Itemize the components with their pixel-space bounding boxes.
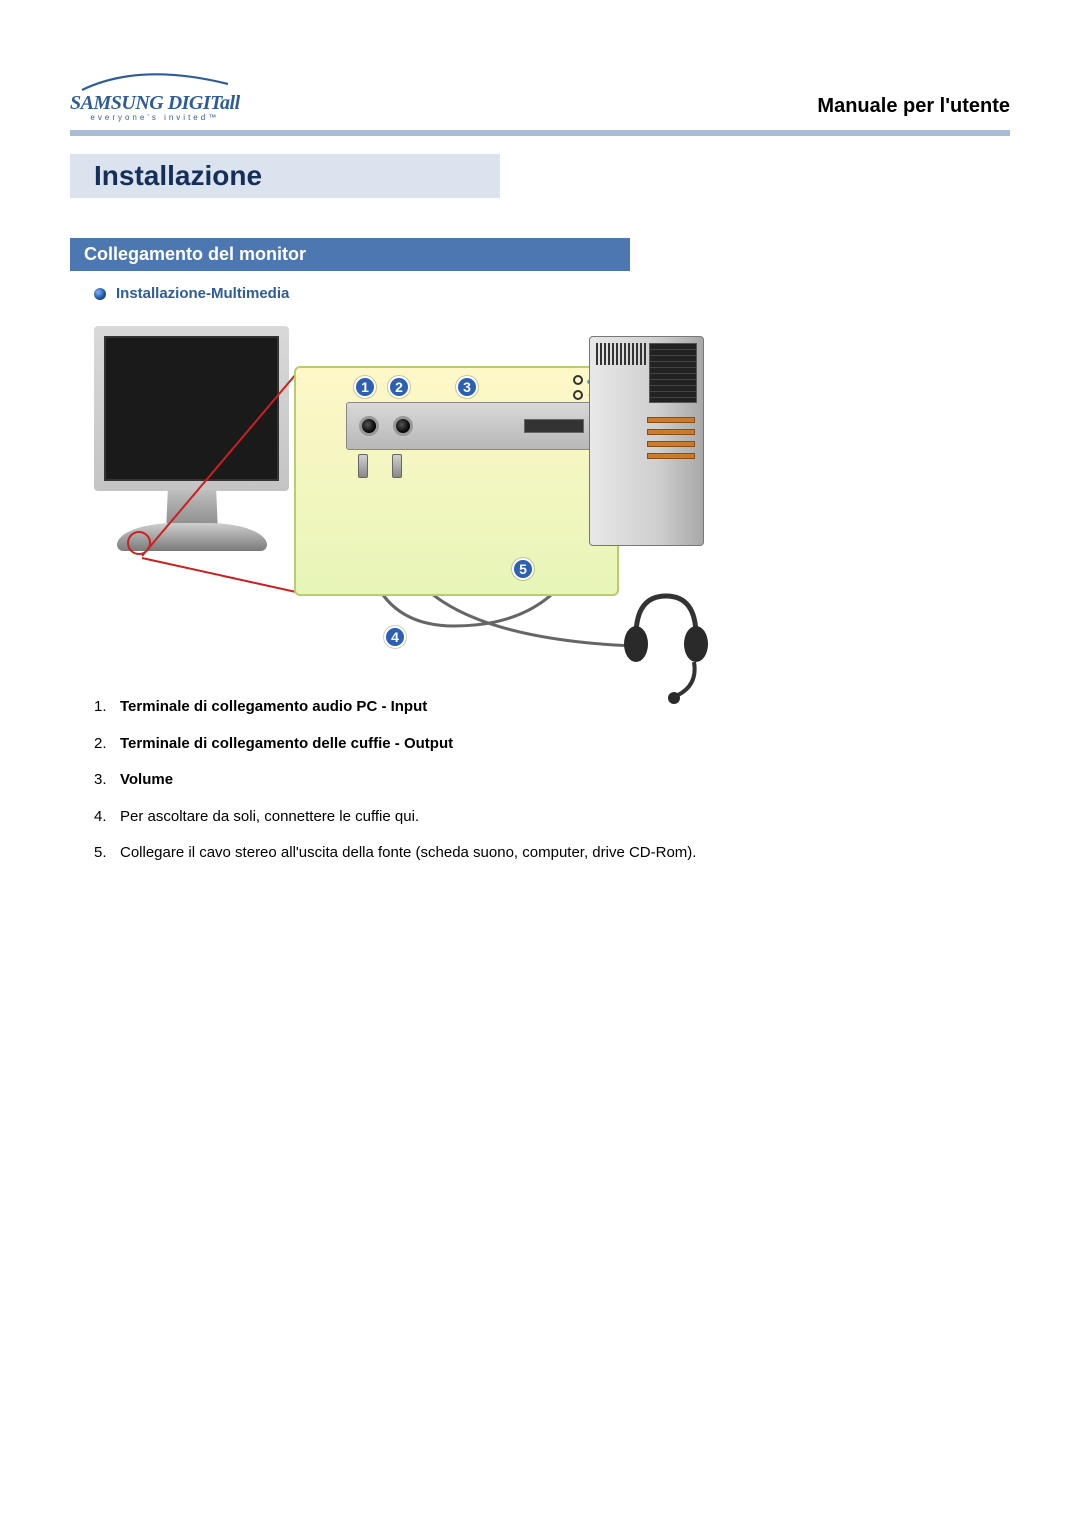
base-highlight-circle [127,531,151,555]
marker-1: 1 [354,376,376,398]
monitor-icon [94,326,289,551]
pc-slot [647,429,695,435]
monitor-screen [94,326,289,491]
list-item: 1. Terminale di collegamento audio PC - … [94,696,1010,719]
port-strip [346,402,597,450]
pc-slot [647,441,695,447]
bullet-line: Installazione-Multimedia [94,285,1010,302]
marker-5: 5 [512,558,534,580]
list-num: 1. [94,696,112,719]
pc-tower-icon [589,336,704,546]
section-title-left: Installazione [70,154,500,198]
header-row: SAMSUNG DIGITall everyone's invited™ Man… [70,70,1010,122]
pc-slots [647,417,695,459]
headphones-icon [616,586,716,706]
plug-2 [392,454,402,478]
monitor-display [104,336,279,481]
list-text: Terminale di collegamento audio PC - Inp… [120,696,427,719]
marker-3: 3 [456,376,478,398]
list-item: 2. Terminale di collegamento delle cuffi… [94,733,1010,756]
monitor-base [117,523,267,551]
list-text: Collegare il cavo stereo all'uscita dell… [120,842,696,865]
plug-1 [358,454,368,478]
list-text: Per ascoltare da soli, connettere le cuf… [120,806,419,829]
connection-diagram: 🔊 ⇣ 🎤 1 2 3 5 4 [94,326,704,666]
bullet-icon [94,288,106,300]
list-num: 5. [94,842,112,865]
pc-vents [596,343,648,365]
list-num: 2. [94,733,112,756]
list-text: Terminale di collegamento delle cuffie -… [120,733,453,756]
audio-in-jack [359,416,379,436]
volume-control [524,419,584,433]
section-title-bar: Installazione [70,154,1010,198]
subsection-title: Collegamento del monitor [70,238,630,271]
bullet-text: Installazione-Multimedia [116,285,289,302]
pc-slot [647,453,695,459]
section-title: Installazione [94,160,262,192]
marker-2: 2 [388,376,410,398]
pc-slot [647,417,695,423]
logo-text: SAMSUNG DIGITall [70,92,240,115]
list-num: 3. [94,769,112,792]
marker-4: 4 [384,626,406,648]
manual-title: Manuale per l'utente [817,95,1010,118]
headphone-jack [393,416,413,436]
list-item: 3. Volume [94,769,1010,792]
brand-logo: SAMSUNG DIGITall everyone's invited™ [70,70,240,122]
pc-bays [649,343,697,403]
list-text: Volume [120,769,173,792]
list-item: 4. Per ascoltare da soli, connettere le … [94,806,1010,829]
page: SAMSUNG DIGITall everyone's invited™ Man… [0,0,1080,865]
diagram-wrap: 🔊 ⇣ 🎤 1 2 3 5 4 [94,326,1010,666]
list-num: 4. [94,806,112,829]
header-divider [70,130,1010,136]
instruction-list: 1. Terminale di collegamento audio PC - … [94,696,1010,865]
list-item: 5. Collegare il cavo stereo all'uscita d… [94,842,1010,865]
section-title-right [500,154,1010,198]
logo-swoosh-icon [80,70,230,92]
callout-panel: 🔊 ⇣ 🎤 1 2 3 5 [294,366,619,596]
